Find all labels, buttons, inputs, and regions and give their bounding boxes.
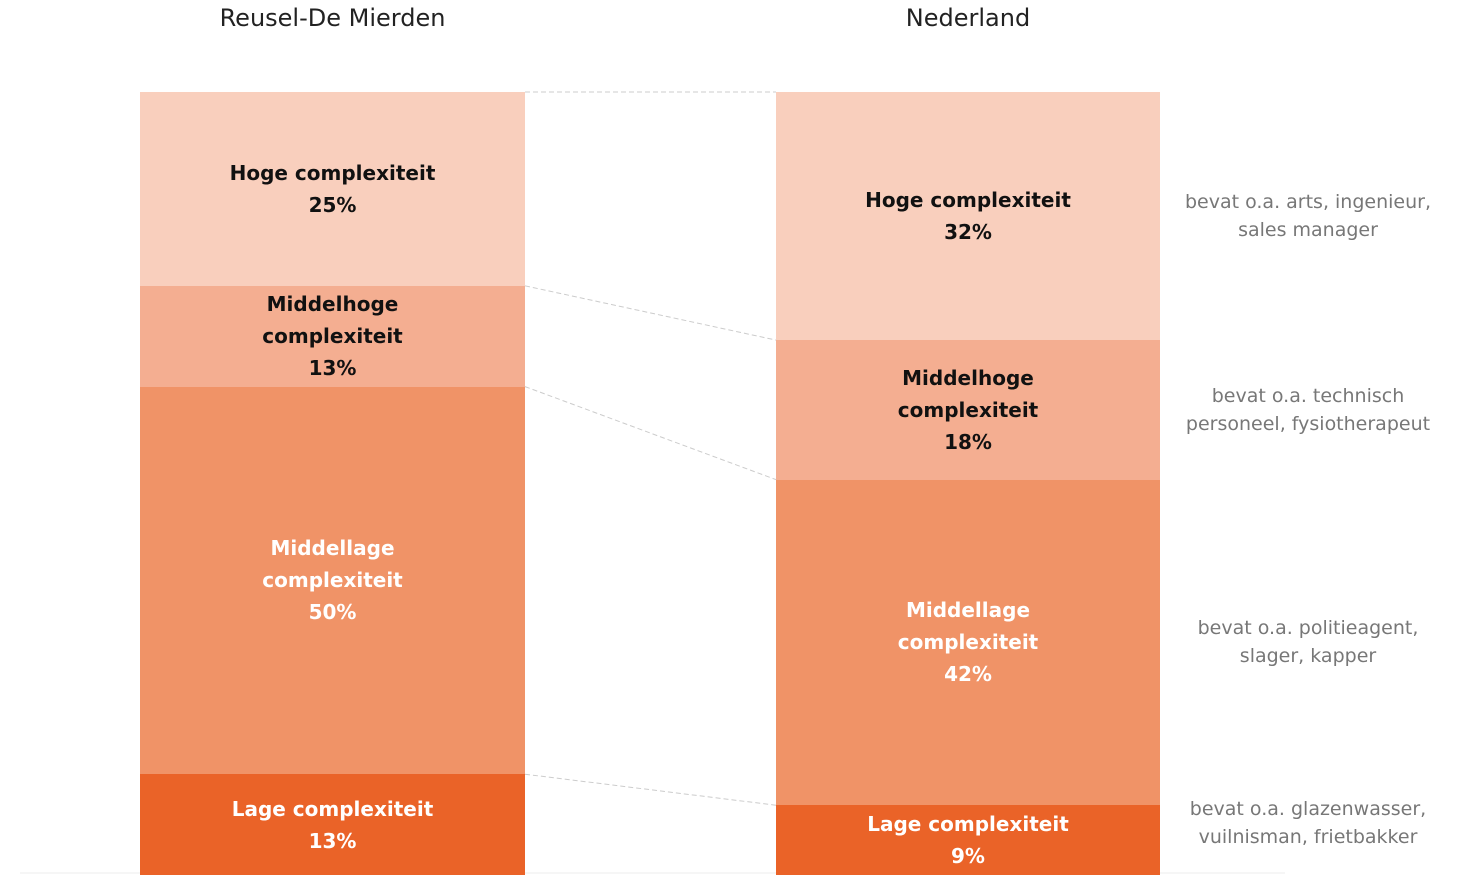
segment-name: Middelhoge complexiteit	[262, 292, 403, 349]
bar-segment: Hoge complexiteit 25%	[140, 92, 525, 286]
connector	[524, 386, 777, 481]
value-label: 32%	[944, 220, 992, 245]
bar-segment: Middelhoge complexiteit 13%	[140, 285, 525, 387]
bar-segment: Hoge complexiteit 32%	[776, 92, 1160, 341]
bar-segment: Lage complexiteit 9%	[776, 805, 1160, 875]
segment-name: Middelhoge complexiteit	[897, 365, 1039, 422]
value-label: 13%	[308, 828, 357, 853]
annotation: bevat o.a. arts, ingenieur, sales manage…	[1184, 191, 1432, 242]
bar-segment: Middellage complexiteit 42%	[776, 479, 1160, 806]
annotation: bevat o.a. technisch personeel, fysiothe…	[1185, 384, 1431, 435]
value-label: 50%	[308, 600, 357, 625]
segment-name: Lage complexiteit	[231, 796, 434, 821]
segment-name: Lage complexiteit	[867, 812, 1069, 837]
annotation: bevat o.a. glazenwasser, vuilnisman, fri…	[1189, 798, 1427, 848]
value-label: 18%	[944, 429, 992, 454]
value-label: 25%	[308, 192, 357, 217]
connector	[524, 285, 777, 341]
connector	[524, 773, 777, 806]
category-label: Nederland	[905, 4, 1031, 32]
bar-segment: Middellage complexiteit 50%	[140, 386, 525, 775]
value-label: 9%	[951, 844, 985, 869]
bar-segment: Middelhoge complexiteit 18%	[776, 340, 1160, 480]
segment-name: Hoge complexiteit	[865, 188, 1071, 213]
segment-name: Hoge complexiteit	[229, 160, 436, 185]
value-label: 13%	[308, 356, 357, 381]
segment-name: Middellage complexiteit	[262, 536, 403, 593]
annotation: bevat o.a. politieagent, slager, kapper	[1197, 617, 1419, 668]
value-label: 42%	[944, 662, 992, 687]
segment-name: Middellage complexiteit	[897, 598, 1039, 655]
category-label: Reusel-De Mierden	[219, 4, 446, 32]
bar-segment: Lage complexiteit 13%	[140, 774, 525, 875]
